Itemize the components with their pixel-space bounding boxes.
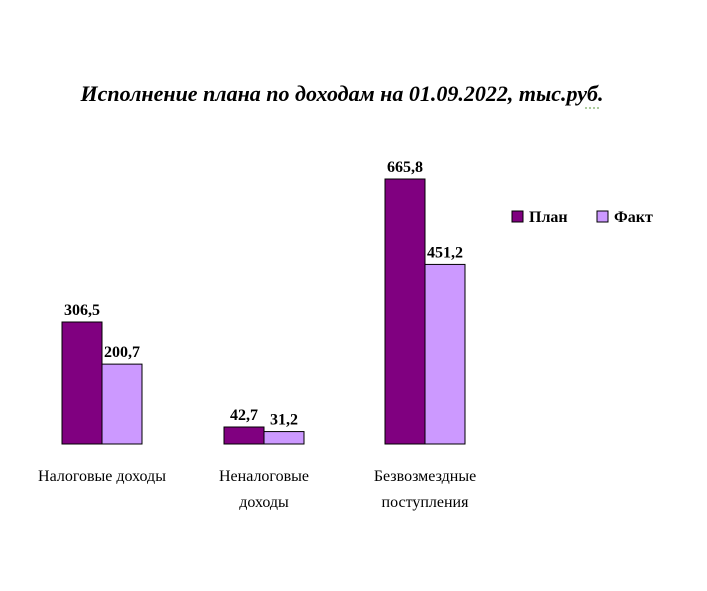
- category-label-line: Налоговые доходы: [38, 468, 166, 485]
- data-label-plan-1: 42,7: [230, 407, 258, 424]
- category-axis: Налоговые доходы Неналоговые доходы Безвозм…: [38, 468, 476, 511]
- data-label-fact-2: 451,2: [427, 244, 463, 261]
- legend: План Факт: [511, 209, 653, 226]
- chart-title: Исполнение плана по доходам на 01.09.202…: [80, 81, 604, 106]
- data-label-fact-0: 200,7: [104, 344, 140, 361]
- legend-swatch: [596, 210, 609, 223]
- category-label-line: Безвозмездные: [374, 468, 476, 485]
- legend-item-fact: Факт: [596, 209, 653, 226]
- legend-item-plan: План: [511, 209, 568, 226]
- bar-fact-2: [424, 263, 466, 445]
- category-label-line: доходы: [239, 494, 289, 511]
- data-label-plan-2: 665,8: [387, 159, 423, 176]
- legend-label: План: [529, 209, 568, 226]
- legend-label: Факт: [614, 209, 653, 226]
- bar-fact-1: [263, 431, 305, 445]
- bar-plan-0: [61, 321, 103, 445]
- category-label-1: Неналоговые доходы: [219, 468, 309, 511]
- data-labels-layer: 306,5 42,7 665,8 200,7 31,2 451,2: [64, 159, 463, 429]
- bars-layer: [61, 178, 466, 445]
- bar-plan-1: [223, 426, 265, 445]
- category-label-0: Налоговые доходы: [38, 468, 166, 485]
- bar-fact-0: [101, 363, 143, 445]
- legend-swatch: [511, 210, 524, 223]
- category-label-line: поступления: [382, 494, 470, 511]
- category-label-2: Безвозмездные поступления: [374, 468, 476, 511]
- category-label-line: Неналоговые: [219, 468, 309, 485]
- bar-plan-2: [384, 178, 426, 445]
- data-label-plan-0: 306,5: [64, 302, 100, 319]
- data-label-fact-1: 31,2: [270, 412, 298, 429]
